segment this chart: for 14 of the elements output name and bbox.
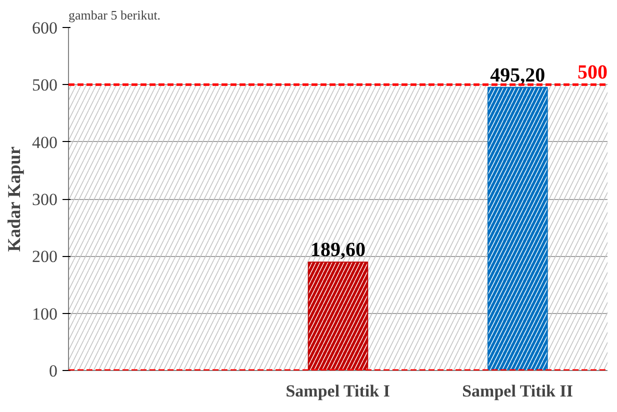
x-tick-label: Sampel Titik I <box>286 382 390 400</box>
x-tick-label: Sampel Titik II <box>462 382 574 400</box>
y-tick-label: 100 <box>32 304 58 324</box>
data-label: 495,20 <box>490 64 546 86</box>
y-tick-label: 500 <box>32 76 58 95</box>
y-tick-label: 400 <box>32 132 58 152</box>
text: gambar 5 berikut. <box>68 8 161 22</box>
y-tick-label: 200 <box>32 247 58 266</box>
y-tick-label: 300 <box>32 190 58 209</box>
y-tick-label: 600 <box>32 18 58 38</box>
y-tick-label: 0 <box>49 362 58 380</box>
y-axis-title: Kadar Kapur <box>4 146 24 252</box>
ref-line-label: 500 <box>578 62 608 84</box>
data-label: 189,60 <box>310 239 366 262</box>
